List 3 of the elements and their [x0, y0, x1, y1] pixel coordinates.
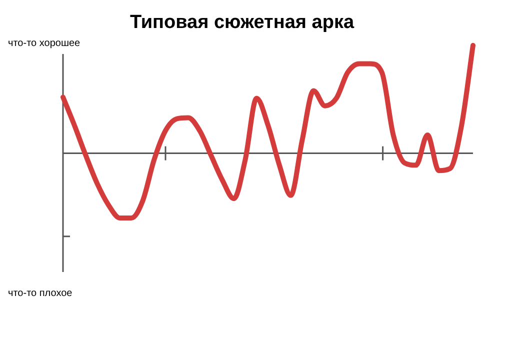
- text: что-то плохое: [8, 288, 72, 299]
- annotation: что-то хорошее: [8, 38, 80, 49]
- chart-title: Типовая сюжетная арка: [128, 12, 356, 34]
